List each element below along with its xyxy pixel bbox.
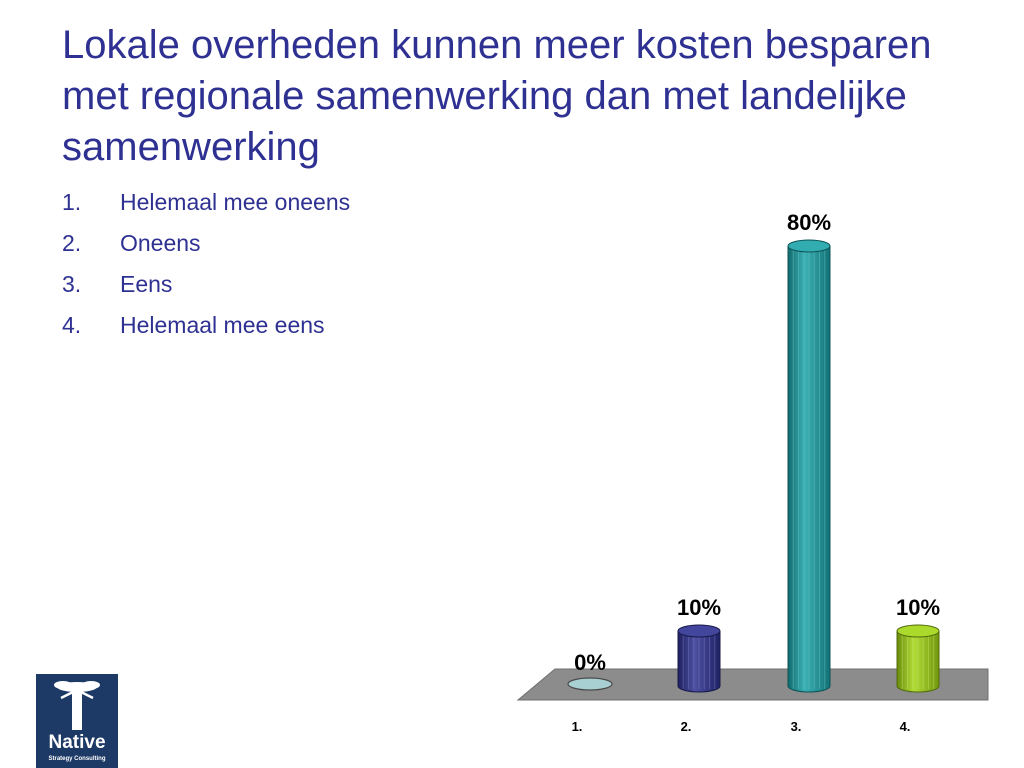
bar-4-top [896,624,940,638]
category-label: 4. [900,719,911,734]
logo-subtitle: Strategy Consulting [48,756,106,762]
data-label: 80% [787,210,831,235]
answer-option: 4. Helemaal mee eens [62,309,350,350]
bar-2 [677,630,721,693]
bar-2-top [677,624,721,638]
chart-floor [516,668,989,701]
answer-option: 2. Oneens [62,227,350,268]
answer-option-text: Helemaal mee eens [120,312,325,338]
answer-option-number: 3. [62,271,82,297]
category-label: 1. [572,719,583,734]
slide-title: Lokale overheden kunnen meer kosten besp… [62,23,932,169]
logo-name: Native [48,732,106,753]
answer-option-text: Eens [120,271,173,297]
data-label: 10% [677,595,721,620]
data-label: 0% [574,650,606,675]
tree-icon [54,681,100,730]
answer-option-number: 4. [62,312,82,338]
category-label: 3. [791,719,802,734]
bar-3 [787,245,831,693]
answer-option-text: Helemaal mee oneens [120,189,351,215]
bar-1 [567,677,613,691]
answer-option: 1. Helemaal mee oneens [62,186,350,227]
bar-3-top [787,239,831,253]
native-logo: Native Strategy Consulting [36,674,118,768]
answer-option: 3. Eens [62,268,350,309]
bar-4 [896,630,940,693]
answer-option-number: 2. [62,230,82,256]
category-label: 2. [681,719,692,734]
answer-option-number: 1. [62,189,82,215]
answer-options-list: 1. Helemaal mee oneens 2. Oneens 3. Eens… [62,186,350,350]
answer-option-text: Oneens [120,230,201,256]
data-label: 10% [896,595,940,620]
